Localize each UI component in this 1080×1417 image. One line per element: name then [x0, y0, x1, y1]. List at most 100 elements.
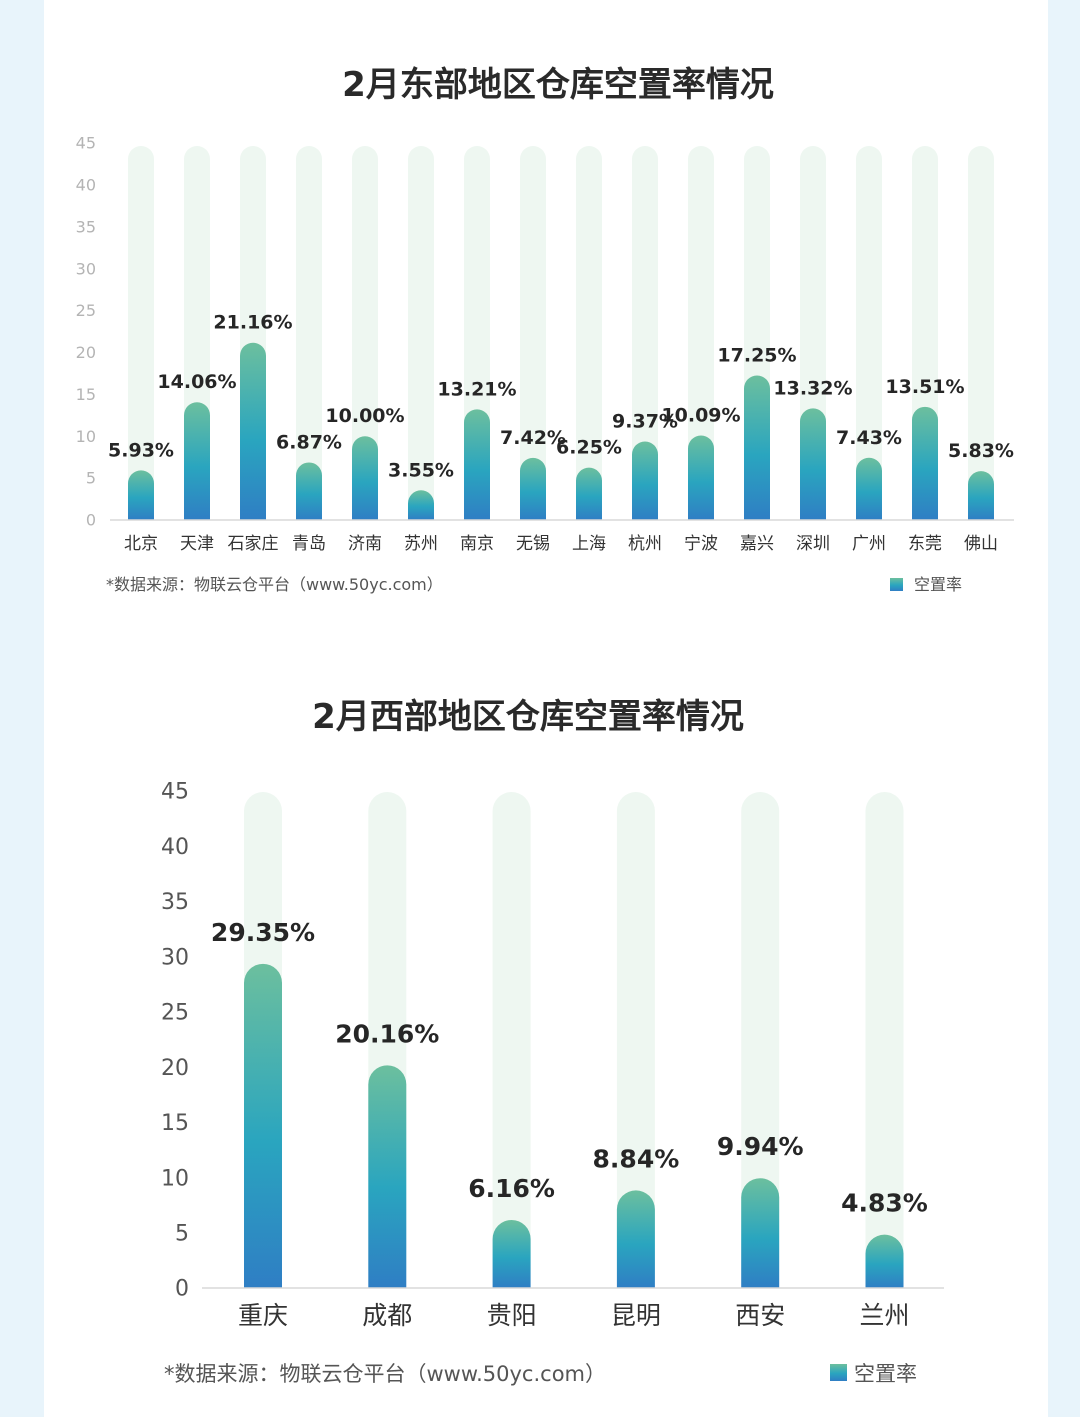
east-bar-track: [296, 146, 322, 520]
east-bar: [632, 441, 658, 520]
west-y-tick: 25: [161, 1001, 189, 1026]
east-category-label: 石家庄: [228, 534, 279, 554]
east-y-tick: 40: [76, 175, 96, 194]
east-category-label: 杭州: [628, 534, 662, 554]
east-bar: [128, 470, 154, 520]
east-y-axis: 0 5 10 15 20 25 30 35 40 45: [76, 134, 96, 530]
east-data-label: 5.93%: [108, 439, 174, 461]
west-y-tick: 15: [161, 1111, 189, 1136]
east-bar-group: [128, 342, 994, 520]
east-y-tick: 0: [86, 511, 96, 530]
east-category-label: 东莞: [908, 534, 942, 554]
east-data-label: 13.21%: [437, 378, 516, 400]
east-legend-swatch: [890, 578, 903, 591]
west-category-label: 成都: [362, 1301, 412, 1330]
east-y-tick: 15: [76, 385, 96, 404]
west-bar-track: [616, 792, 655, 1288]
west-bar: [616, 1190, 655, 1288]
east-category-label: 嘉兴: [740, 534, 774, 554]
west-category-label: 昆明: [611, 1301, 661, 1330]
west-category-label: 重庆: [238, 1301, 288, 1330]
east-data-label: 7.42%: [500, 427, 566, 449]
east-chart: 2月东部地区仓库空置率情况 0 5 10 15 20 25 30 35 40 45 5.93% 14…: [76, 65, 1014, 594]
east-source-note: *数据来源：物联云仓平台（www.50yc.com）: [106, 575, 443, 594]
west-y-tick: 40: [161, 835, 189, 860]
east-data-label: 6.25%: [556, 437, 622, 459]
west-legend-swatch: [830, 1364, 847, 1381]
west-bar-track: [741, 792, 780, 1288]
east-y-tick: 20: [76, 343, 96, 362]
east-bar: [688, 435, 714, 520]
west-y-tick: 30: [161, 945, 189, 970]
west-x-axis: 重庆 成都 贵阳 昆明 西安 兰州: [238, 1301, 910, 1330]
west-y-tick: 5: [175, 1221, 189, 1246]
east-bar: [520, 457, 546, 520]
east-bar: [184, 402, 210, 520]
west-y-axis: 0 5 10 15 20 25 30 35 40 45: [161, 780, 189, 1302]
west-chart-title: 2月西部地区仓库空置率情况: [312, 697, 744, 737]
west-category-label: 西安: [735, 1301, 785, 1330]
west-category-label: 贵阳: [487, 1301, 537, 1330]
west-data-label-group: 29.35% 20.16% 6.16% 8.84% 9.94% 4.83%: [211, 918, 928, 1218]
east-category-label: 南京: [460, 534, 494, 554]
west-bar: [492, 1219, 531, 1288]
east-x-axis: 北京 天津 石家庄 青岛 济南 苏州 南京 无锡 上海 杭州 宁波 嘉兴 深圳 广州 东莞 佛山: [124, 534, 998, 554]
east-data-label: 3.55%: [388, 459, 454, 481]
east-category-label: 天津: [180, 534, 214, 554]
east-bar: [352, 436, 378, 520]
east-y-tick: 35: [76, 217, 96, 236]
east-bar-track: [128, 146, 154, 520]
east-category-label: 北京: [124, 534, 158, 554]
east-data-label: 17.25%: [717, 344, 796, 366]
east-y-tick: 25: [76, 301, 96, 320]
east-category-label: 佛山: [964, 534, 998, 554]
east-bar-track: [968, 146, 994, 520]
east-bar-track: [632, 146, 658, 520]
charts-canvas: 2月东部地区仓库空置率情况 0 5 10 15 20 25 30 35 40 45 5.93% 14…: [76, 65, 1014, 1386]
east-data-label: 10.00%: [325, 405, 404, 427]
east-data-label: 13.32%: [773, 377, 852, 399]
east-data-label: 7.43%: [836, 427, 902, 449]
east-bar: [800, 408, 826, 520]
west-bar: [741, 1178, 780, 1288]
west-bar-track: [865, 792, 904, 1288]
west-data-label: 8.84%: [593, 1144, 680, 1173]
east-bar-track: [408, 146, 434, 520]
west-data-label: 4.83%: [841, 1189, 928, 1218]
east-data-label-group: 5.93% 14.06% 21.16% 6.87% 10.00% 3.55% 13.21% 7…: [108, 312, 1014, 482]
west-bar: [244, 963, 282, 1288]
west-data-label: 20.16%: [335, 1019, 439, 1048]
east-bar: [744, 375, 770, 520]
west-bar: [865, 1234, 904, 1288]
east-category-label: 上海: [572, 534, 606, 554]
east-bar: [912, 406, 938, 520]
east-bar: [856, 457, 882, 520]
east-data-label: 5.83%: [948, 440, 1014, 462]
west-y-tick: 0: [175, 1277, 189, 1302]
east-bar: [408, 490, 434, 520]
east-y-tick: 30: [76, 259, 96, 278]
west-data-label: 29.35%: [211, 918, 315, 947]
east-bar-track: [856, 146, 882, 520]
east-data-label: 6.87%: [276, 431, 342, 453]
east-bar-track: [520, 146, 546, 520]
east-category-label: 济南: [348, 534, 382, 554]
east-chart-title: 2月东部地区仓库空置率情况: [342, 65, 774, 105]
east-data-label: 21.16%: [213, 312, 292, 334]
west-bar-track: [492, 792, 531, 1288]
west-y-tick: 20: [161, 1056, 189, 1081]
east-bar: [240, 342, 266, 520]
east-category-label: 青岛: [292, 534, 326, 554]
east-data-label: 9.37%: [612, 411, 678, 433]
west-data-label: 6.16%: [468, 1174, 555, 1203]
east-data-label: 10.09%: [661, 404, 740, 426]
east-category-label: 无锡: [516, 534, 550, 554]
east-category-label: 深圳: [796, 534, 830, 554]
west-y-tick: 35: [161, 890, 189, 915]
west-data-label: 9.94%: [717, 1132, 804, 1161]
page: 2月东部地区仓库空置率情况 0 5 10 15 20 25 30 35 40 45 5.93% 14…: [44, 0, 1048, 1417]
west-category-label: 兰州: [859, 1301, 909, 1330]
east-bar: [968, 471, 994, 520]
east-y-tick: 10: [76, 427, 96, 446]
east-bar: [576, 467, 602, 520]
